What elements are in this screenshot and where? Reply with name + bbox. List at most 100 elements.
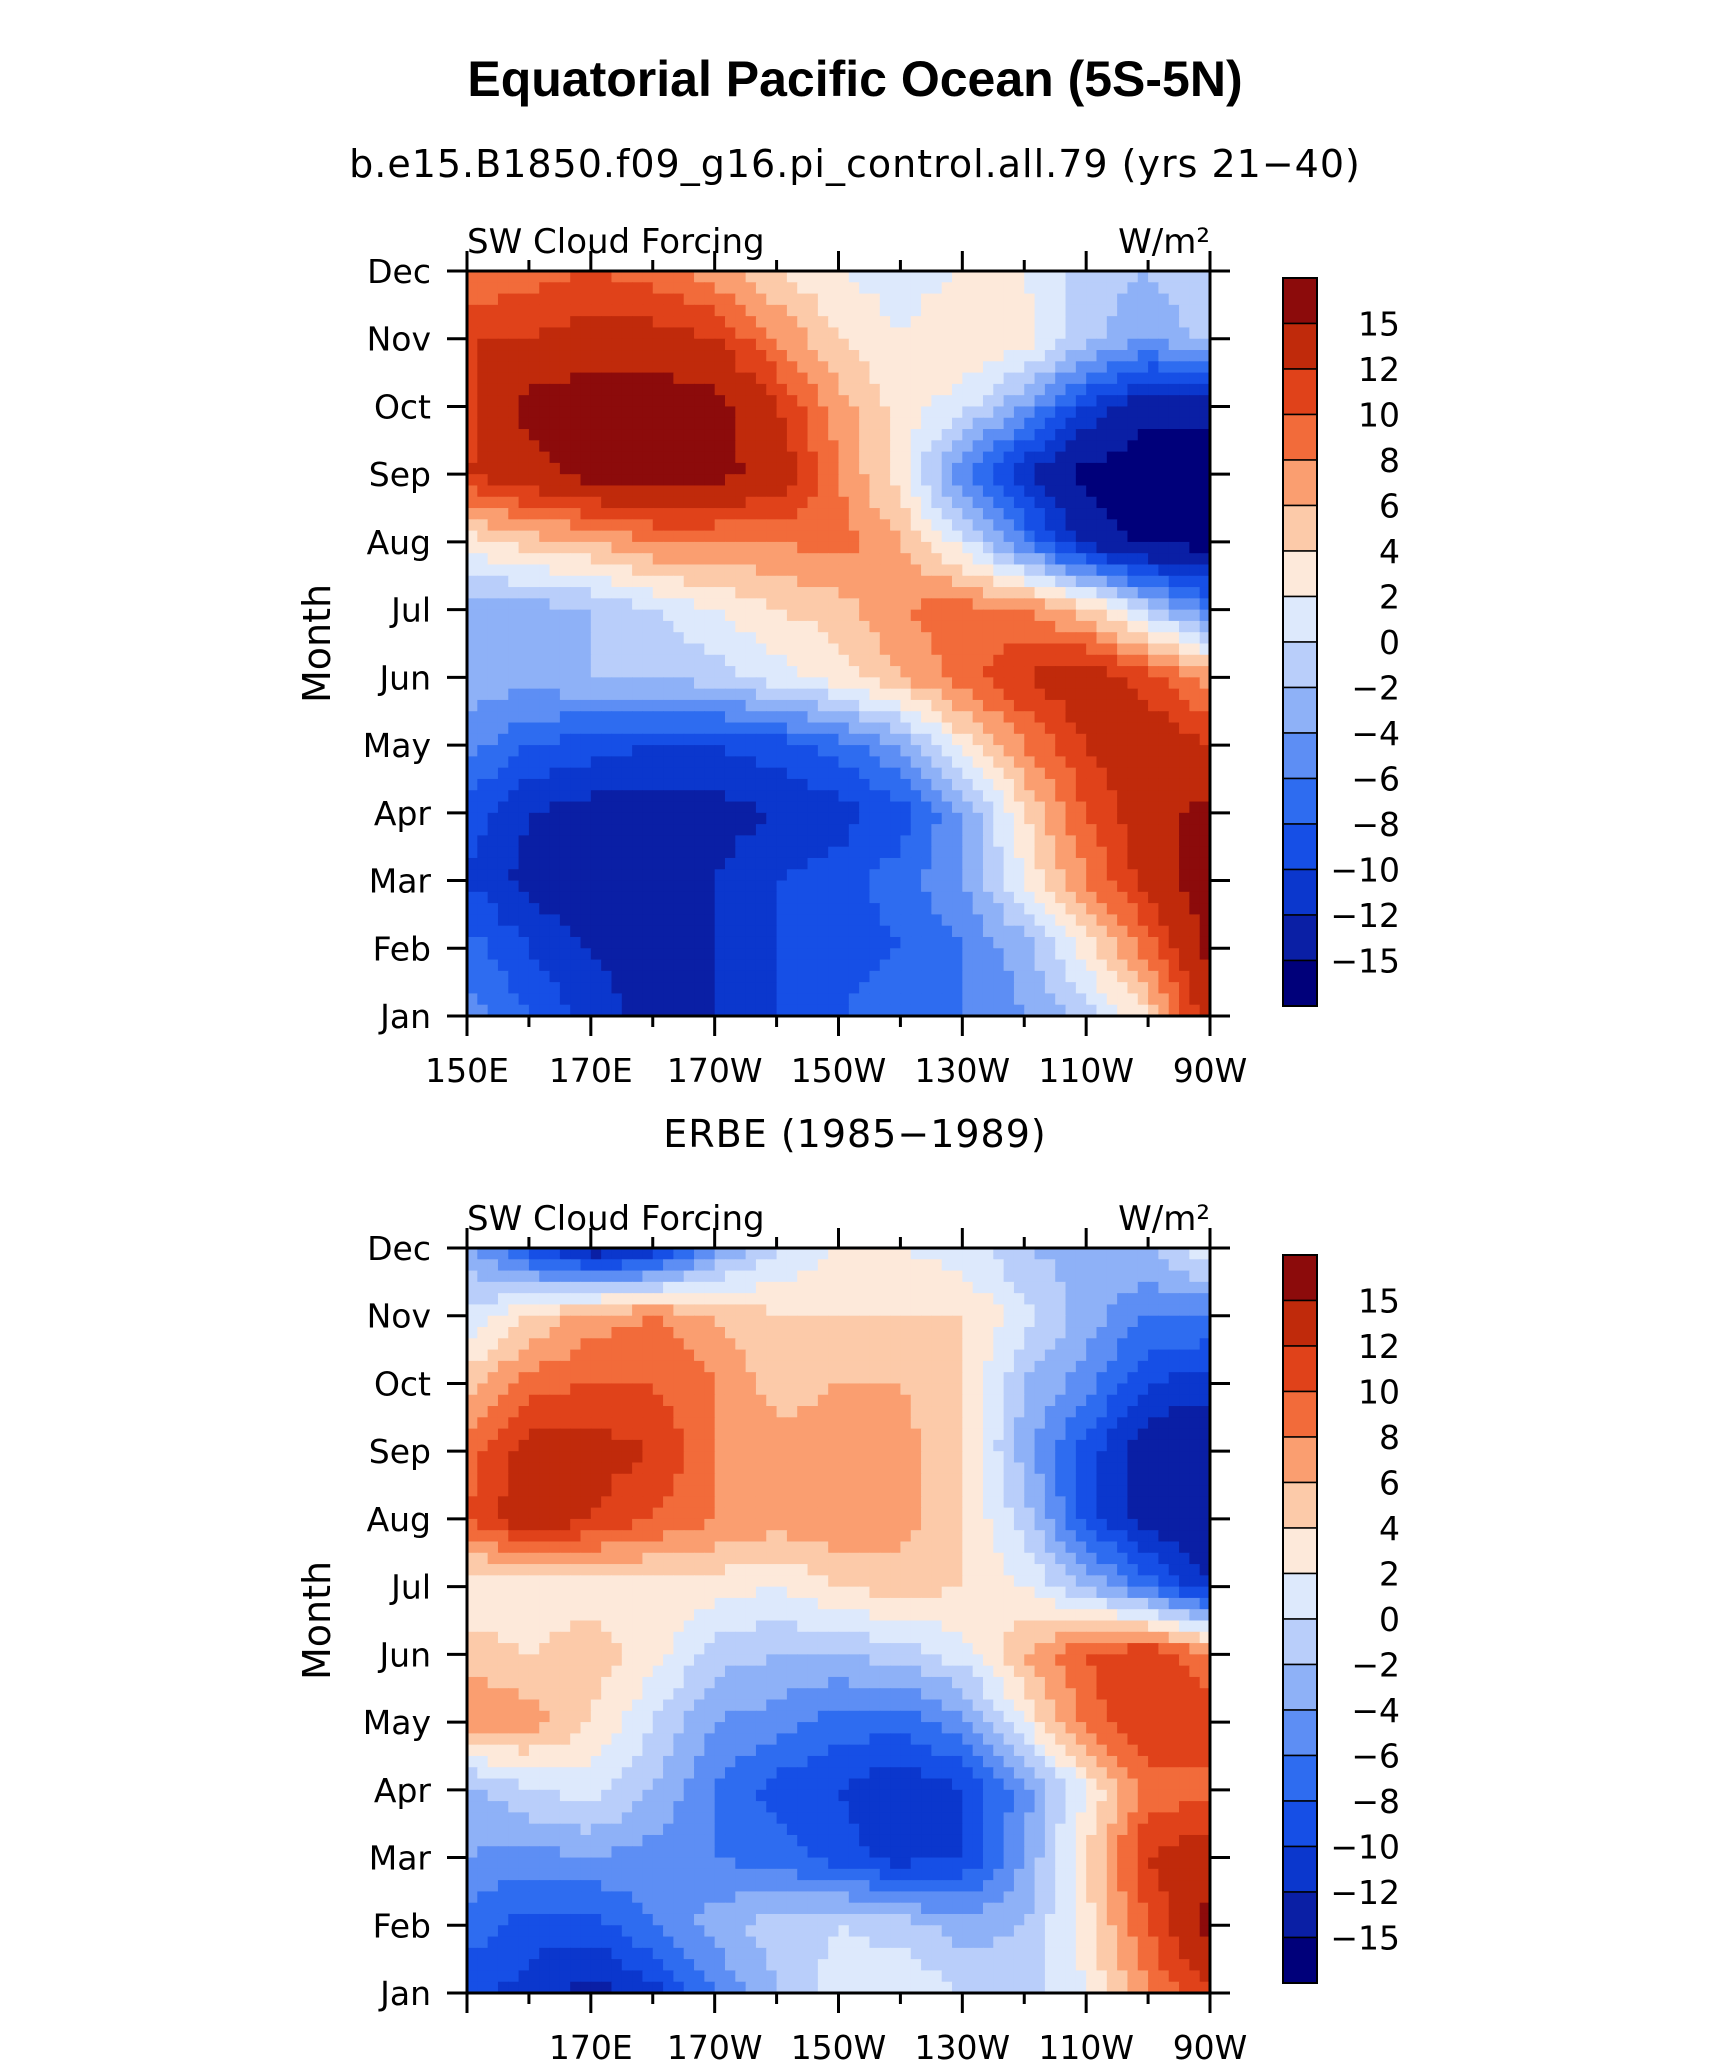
contour-cell [828, 677, 840, 690]
contour-cell [879, 395, 891, 408]
contour-cell [1189, 519, 1201, 532]
contour-cell [972, 372, 984, 385]
contour-cell [632, 271, 644, 283]
contour-cell [869, 677, 881, 690]
contour-cell [539, 496, 551, 509]
contour-cell [921, 575, 932, 588]
contour-cell [1055, 327, 1067, 340]
contour-cell [900, 745, 912, 757]
contour-cell [1055, 462, 1067, 475]
contour-cell [848, 1248, 860, 1260]
contour-cell [910, 699, 922, 712]
contour-cell [941, 688, 953, 701]
contour-cell [910, 541, 922, 554]
contour-cell [1137, 440, 1149, 453]
contour-cell [807, 530, 819, 543]
contour-cell [570, 519, 582, 532]
contour-cell [1189, 271, 1201, 283]
contour-cell [642, 541, 654, 554]
contour-cell [1189, 417, 1201, 430]
contour-cell [539, 598, 551, 611]
contour-cell [611, 451, 623, 464]
contour-cell [601, 756, 613, 769]
contour-cell [714, 372, 726, 385]
contour-cell [910, 654, 922, 667]
contour-cell [704, 722, 716, 735]
contour-cell [663, 688, 674, 701]
contour-cell [1148, 688, 1159, 701]
contour-cell [559, 654, 571, 667]
contour-cell [497, 1248, 509, 1260]
contour-cell [611, 519, 623, 532]
contour-cell [694, 699, 705, 712]
contour-cell [900, 451, 912, 464]
contour-cell [1044, 722, 1056, 735]
contour-cell [683, 1259, 695, 1272]
contour-cell [724, 316, 736, 329]
contour-cell [652, 417, 664, 430]
contour-cell [828, 293, 840, 306]
contour-cell [1158, 688, 1170, 701]
contour-cell [673, 1259, 685, 1272]
contour-cell [1075, 688, 1087, 701]
contour-cell [663, 451, 674, 464]
contour-cell [1158, 722, 1170, 735]
contour-cell [1117, 519, 1129, 532]
contour-cell [755, 553, 767, 566]
contour-cell [497, 271, 509, 283]
contour-cell [580, 530, 592, 543]
contour-cell [900, 327, 912, 340]
contour-cell [477, 677, 489, 690]
contour-cell [683, 598, 695, 611]
contour-cell [879, 587, 891, 599]
contour-cell [982, 587, 994, 599]
contour-cell [467, 462, 478, 475]
contour-cell [642, 609, 654, 622]
contour-cell [477, 327, 489, 340]
contour-cell [1199, 271, 1211, 283]
contour-cell [941, 1259, 953, 1272]
contour-cell [982, 372, 994, 385]
contour-cell [921, 508, 932, 520]
contour-cell [528, 1259, 540, 1272]
contour-cell [1189, 688, 1201, 701]
contour-cell [652, 711, 664, 724]
contour-cell [755, 688, 767, 701]
contour-cell [869, 722, 881, 735]
contour-cell [879, 564, 891, 577]
contour-cell [1065, 722, 1077, 735]
contour-cell [848, 688, 860, 701]
contour-cell [1137, 722, 1149, 735]
contour-cell [1065, 350, 1077, 362]
contour-cell [570, 327, 582, 340]
contour-cell [642, 587, 654, 599]
contour-cell [755, 496, 767, 509]
contour-cell [467, 767, 478, 780]
contour-cell [694, 451, 705, 464]
contour-cell [663, 406, 674, 419]
contour-cell [931, 372, 943, 385]
contour-cell [1024, 666, 1036, 678]
contour-cell [993, 643, 1005, 656]
contour-cell [972, 620, 984, 633]
contour-cell [621, 1248, 633, 1260]
contour-cell [952, 327, 963, 340]
contour-cell [848, 338, 860, 351]
contour-cell [1065, 654, 1077, 667]
contour-cell [786, 1259, 798, 1272]
contour-cell [921, 271, 932, 283]
contour-cell [962, 485, 974, 498]
contour-cell [859, 733, 871, 746]
contour-cell [590, 745, 602, 757]
contour-cell [735, 541, 747, 554]
contour-cell [683, 338, 695, 351]
contour-cell [1024, 620, 1036, 633]
contour-cell [1137, 564, 1149, 577]
contour-cell [1148, 395, 1159, 408]
contour-cell [900, 530, 912, 543]
contour-cell [539, 316, 551, 329]
contour-cell [859, 383, 871, 396]
contour-cell [1055, 474, 1067, 487]
contour-cell [508, 688, 520, 701]
contour-cell [848, 677, 860, 690]
